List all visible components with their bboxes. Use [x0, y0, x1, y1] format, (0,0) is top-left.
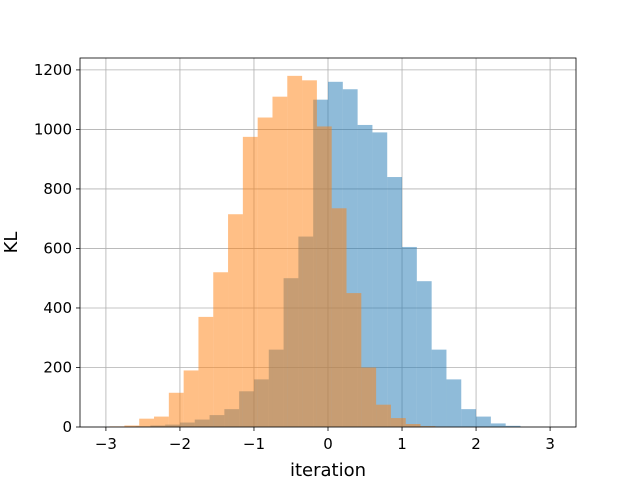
- axis-ticks: −3 −2 −1 0 1 2 3 0 200 400 600 800 1000 1200: [34, 61, 555, 453]
- histogram-bar: [505, 425, 521, 427]
- histogram-bar: [387, 177, 403, 427]
- histogram-series: [109, 75, 451, 428]
- histogram-bar: [316, 126, 332, 428]
- x-tick-label: −3: [95, 435, 117, 453]
- y-axis-label: KL: [1, 232, 22, 254]
- x-tick-label: −2: [169, 435, 191, 453]
- histogram-bar: [287, 75, 303, 428]
- y-tick-label: 200: [43, 358, 72, 376]
- histogram-bar: [420, 426, 436, 427]
- histogram-bar: [372, 132, 388, 428]
- histogram-bar: [405, 424, 421, 427]
- x-tick-label: 1: [397, 435, 407, 453]
- histogram-bar: [154, 416, 169, 427]
- x-tick-label: 3: [545, 435, 555, 453]
- histogram-bars: [109, 75, 521, 428]
- histogram-bar: [242, 136, 258, 427]
- histogram-bar: [416, 281, 432, 427]
- histogram-bar: [331, 208, 347, 427]
- x-tick-label: −1: [243, 435, 265, 453]
- y-tick-label: 800: [43, 180, 72, 198]
- histogram-bar: [361, 367, 377, 427]
- histogram-bar: [257, 117, 273, 428]
- histogram-bar: [183, 370, 199, 427]
- histogram-bar: [390, 418, 406, 427]
- y-tick-label: 1000: [34, 120, 72, 138]
- histogram-bar: [461, 409, 477, 427]
- histogram-bar: [302, 80, 317, 428]
- histogram-bar: [139, 418, 155, 427]
- histogram-bar: [402, 246, 417, 427]
- y-tick-label: 600: [43, 239, 72, 257]
- x-tick-label: 0: [323, 435, 333, 453]
- histogram-bar: [376, 404, 391, 427]
- histogram-bar: [228, 214, 243, 427]
- y-tick-label: 400: [43, 299, 72, 317]
- histogram-bar: [213, 272, 229, 427]
- histogram-bar: [168, 392, 184, 427]
- histogram-bar: [476, 416, 491, 427]
- y-tick-label: 0: [62, 418, 72, 436]
- histogram-bar: [431, 349, 447, 427]
- histogram-bar: [490, 423, 506, 427]
- histogram-bar: [124, 425, 140, 427]
- y-tick-label: 1200: [34, 61, 72, 79]
- histogram-bar: [346, 293, 362, 427]
- x-axis-label: iteration: [290, 460, 366, 480]
- histogram-bar: [198, 316, 214, 427]
- histogram-bar: [446, 379, 462, 427]
- x-tick-label: 2: [471, 435, 481, 453]
- histogram-bar: [272, 96, 288, 427]
